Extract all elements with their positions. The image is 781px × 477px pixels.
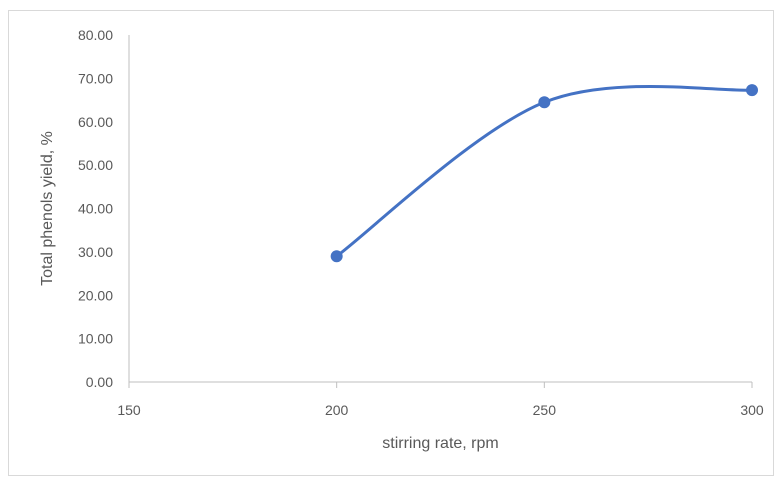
- data-points: [330, 84, 758, 263]
- y-tick-label: 60.00: [78, 114, 113, 130]
- x-tick-label: 200: [325, 402, 349, 418]
- x-tick-label: 150: [117, 402, 141, 418]
- data-point: [746, 84, 758, 97]
- y-tick-label: 10.00: [78, 331, 113, 347]
- y-tick-label: 40.00: [78, 201, 113, 217]
- data-point: [538, 96, 551, 109]
- y-axis-title: Total phenols yield, %: [39, 131, 56, 286]
- x-tick-label: 300: [740, 402, 764, 418]
- y-tick-label: 30.00: [78, 244, 113, 260]
- y-tick-label: 20.00: [78, 287, 113, 303]
- data-point: [330, 250, 343, 263]
- x-tick-labels: 150 200 250 300: [117, 402, 764, 418]
- y-tick-label: 0.00: [86, 374, 113, 390]
- y-tick-label: 50.00: [78, 157, 113, 173]
- y-tick-label: 70.00: [78, 70, 113, 86]
- series-line: [335, 84, 753, 258]
- y-tick-labels: 0.00 10.00 20.00 30.00 40.00 50.00 60.00 70.00 8…: [78, 27, 113, 390]
- x-axis-title: stirring rate, rpm: [382, 435, 498, 452]
- y-tick-label: 80.00: [78, 27, 113, 43]
- x-tick-label: 250: [533, 402, 557, 418]
- x-tick-marks: [128, 382, 753, 388]
